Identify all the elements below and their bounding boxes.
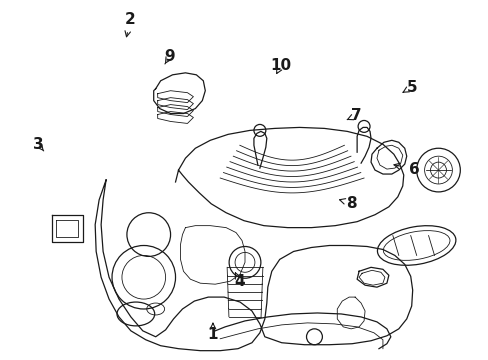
Text: 3: 3 — [33, 137, 43, 152]
Text: 8: 8 — [345, 196, 356, 211]
Text: 6: 6 — [408, 162, 419, 177]
Text: 7: 7 — [350, 108, 361, 123]
Text: 10: 10 — [270, 58, 291, 73]
Text: 4: 4 — [234, 274, 244, 289]
Text: 9: 9 — [163, 49, 174, 64]
Text: 1: 1 — [207, 327, 218, 342]
Text: 2: 2 — [125, 12, 136, 27]
Text: 5: 5 — [406, 80, 416, 95]
